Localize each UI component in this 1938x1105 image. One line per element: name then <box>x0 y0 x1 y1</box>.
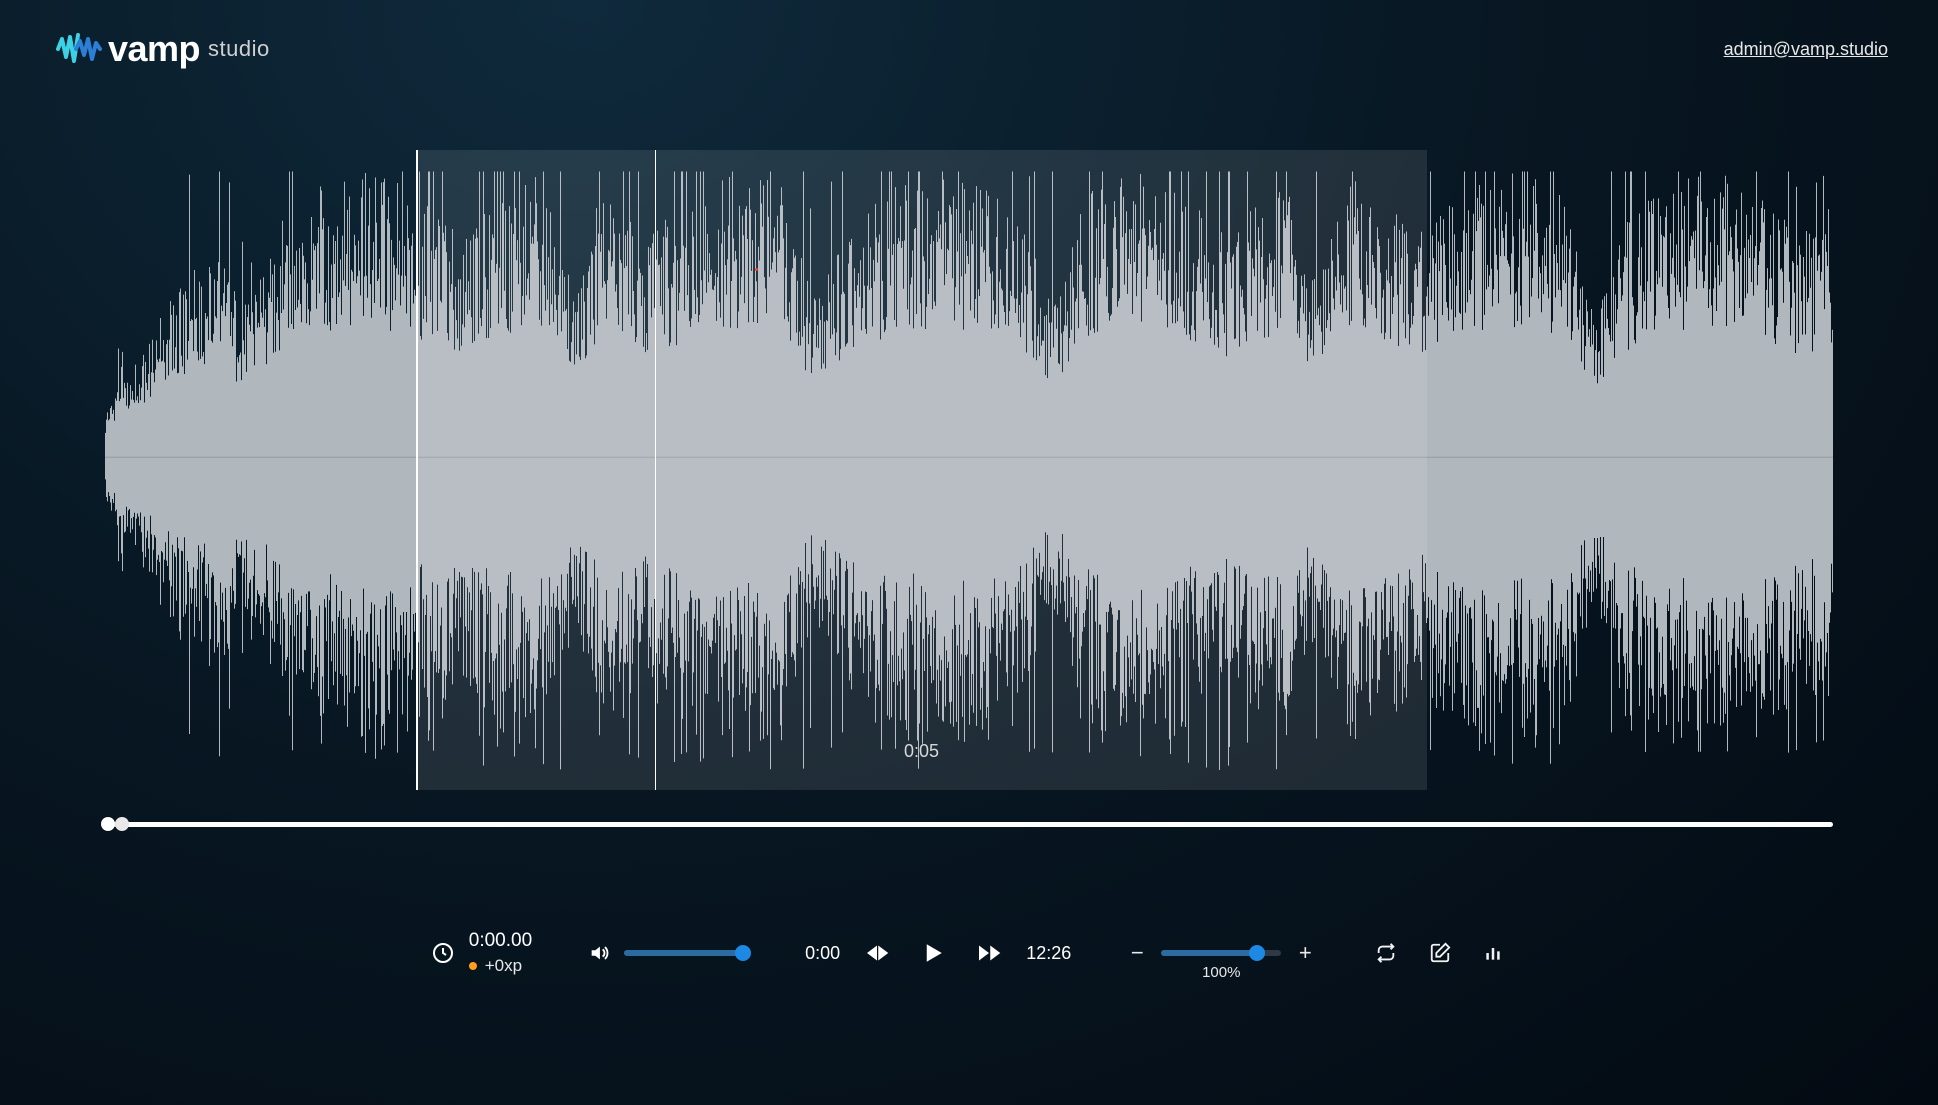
zoom-in-button[interactable]: + <box>1295 940 1315 966</box>
timeline-thumb-b[interactable] <box>115 817 129 831</box>
loop-button[interactable] <box>1371 938 1401 968</box>
edit-button[interactable] <box>1425 938 1455 968</box>
xp-dot-icon <box>469 962 477 970</box>
logo-tag: studio <box>208 36 270 62</box>
time-block: 0:00.00 +0xp <box>469 930 532 976</box>
controls-bar: 0:00.00 +0xp 0:00 <box>0 930 1938 976</box>
xp-text: +0xp <box>485 956 522 976</box>
fast-forward-button[interactable] <box>970 934 1008 972</box>
zoom-slider[interactable] <box>1161 950 1281 956</box>
play-button[interactable] <box>914 934 952 972</box>
zoom-group: − 100% + <box>1127 940 1315 966</box>
clock-time: 0:00.00 <box>469 930 532 952</box>
logo-name: vamp <box>108 28 200 70</box>
header: vamp studio admin@vamp.studio <box>0 0 1938 70</box>
transport-group: 0:00 12:26 <box>805 934 1071 972</box>
volume-icon[interactable] <box>588 942 610 964</box>
elapsed-time: 0:00 <box>805 943 840 964</box>
volume-group <box>588 942 749 964</box>
timeline-thumb-a[interactable] <box>101 817 115 831</box>
zoom-out-button[interactable]: − <box>1127 940 1147 966</box>
selection-start-cursor[interactable] <box>416 150 418 790</box>
timeline-track <box>105 822 1833 827</box>
logo: vamp studio <box>50 28 270 70</box>
volume-slider[interactable] <box>624 950 749 956</box>
tools-group <box>1371 938 1507 968</box>
clock-icon <box>431 941 455 965</box>
zoom-label: 100% <box>1202 964 1240 981</box>
playhead-cursor[interactable] <box>655 150 656 790</box>
time-status-group: 0:00.00 +0xp <box>431 930 532 976</box>
user-email-link[interactable]: admin@vamp.studio <box>1724 39 1888 60</box>
total-time: 12:26 <box>1026 943 1071 964</box>
logo-wave-icon <box>50 29 104 69</box>
waveform-canvas[interactable] <box>105 150 1833 790</box>
rewind-button[interactable] <box>858 934 896 972</box>
app-root: vamp studio admin@vamp.studio 0:05 <box>0 0 1938 1105</box>
stats-button[interactable] <box>1479 939 1507 967</box>
timeline-scrubber[interactable] <box>105 810 1833 838</box>
waveform-area[interactable]: 0:05 <box>105 150 1833 790</box>
